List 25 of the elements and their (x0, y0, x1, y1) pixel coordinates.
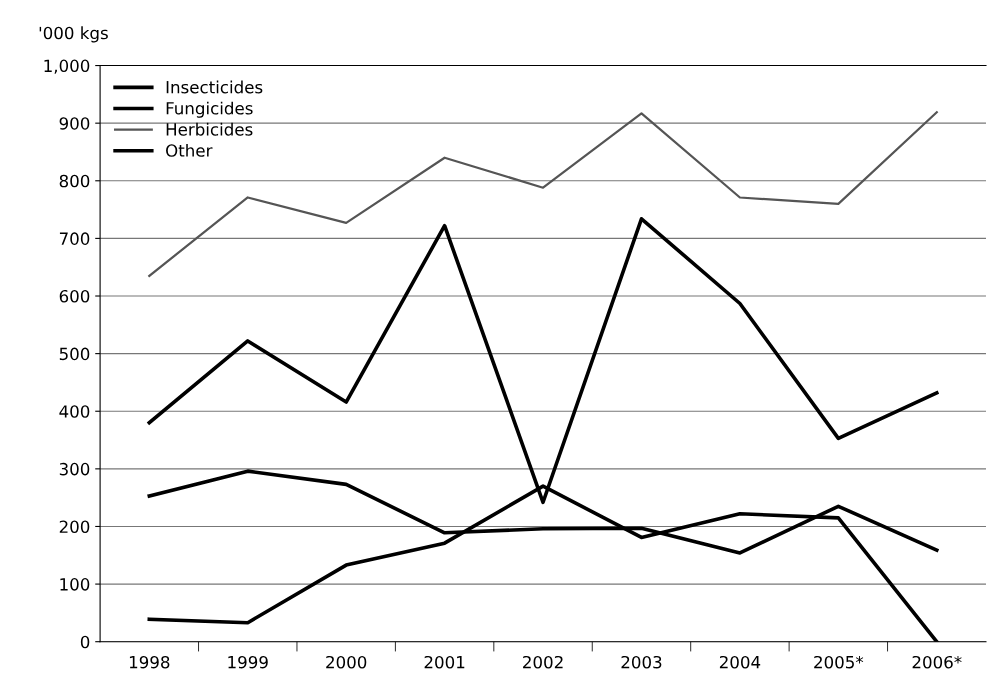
x-tick-label: 2002 (523, 655, 563, 669)
y-tick-label: 900 (59, 117, 90, 130)
y-tick-label: 400 (59, 405, 90, 418)
x-tick-label: 2004 (719, 655, 761, 669)
x-tick-label: 2006* (912, 655, 962, 669)
y-tick-label: 700 (59, 232, 90, 245)
legend-label: Herbicides (166, 122, 253, 136)
y-tick-label: 1,000 (44, 59, 90, 74)
y-tick-label: 300 (59, 462, 90, 476)
y-tick-label: 600 (59, 289, 90, 303)
y-tick-label: 500 (59, 347, 90, 361)
y-tick-label: 200 (59, 520, 90, 534)
y-axis-title: '000 kgs (39, 26, 108, 43)
legend-label: Insecticides (166, 80, 263, 94)
y-tick-label: 100 (60, 578, 90, 591)
legend-label: Fungicides (166, 101, 253, 118)
x-tick-label: 2000 (326, 655, 367, 669)
y-tick-label: 0 (80, 635, 90, 649)
legend-label: Other (166, 143, 213, 157)
x-tick-label: 1999 (228, 655, 268, 669)
x-tick-label: 2001 (424, 655, 465, 669)
x-tick-label: 1998 (129, 655, 170, 669)
x-tick-label: 2003 (621, 655, 662, 669)
x-tick-label: 2005* (814, 655, 864, 669)
y-tick-label: 800 (59, 174, 90, 188)
